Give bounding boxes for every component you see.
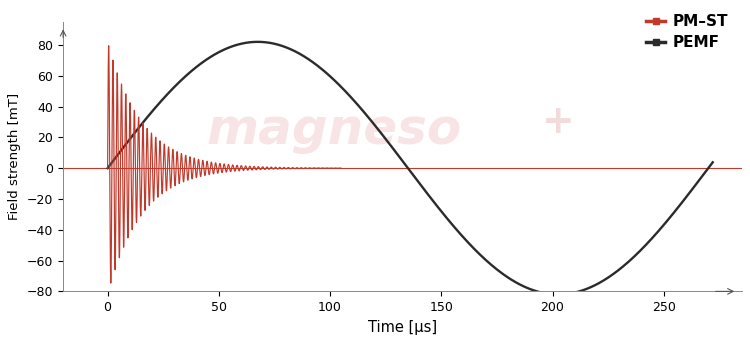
Y-axis label: Field strength [mT]: Field strength [mT]	[8, 93, 21, 220]
Text: +: +	[542, 103, 574, 141]
Legend: PM–ST, PEMF: PM–ST, PEMF	[640, 8, 734, 56]
Text: magneso: magneso	[207, 106, 462, 154]
X-axis label: Time [μs]: Time [μs]	[368, 320, 437, 335]
